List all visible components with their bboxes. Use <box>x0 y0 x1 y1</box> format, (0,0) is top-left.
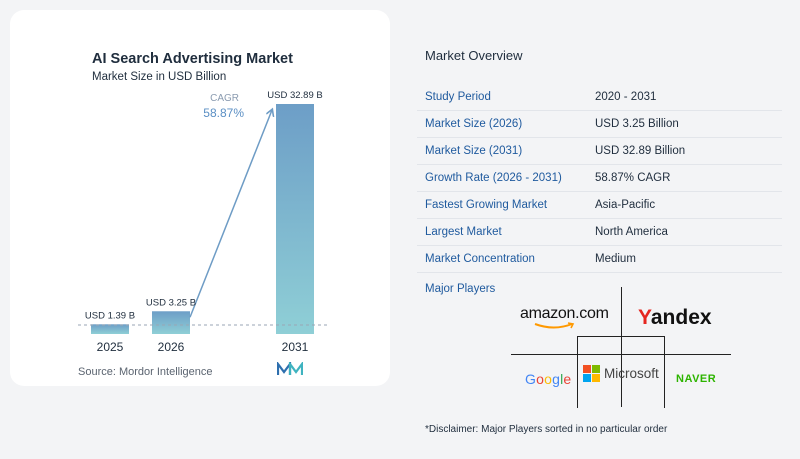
overview-row-label: Market Concentration <box>417 245 587 273</box>
overview-row: Growth Rate (2026 - 2031) 58.87% CAGR <box>417 164 782 192</box>
google-logo: Google <box>525 371 572 387</box>
overview-row: Largest Market North America <box>417 218 782 246</box>
players-divider-vertical <box>621 287 622 407</box>
cagr-arrow <box>189 110 272 318</box>
overview-row-value: USD 3.25 Billion <box>587 110 782 138</box>
chart-title: AI Search Advertising Market <box>92 51 293 67</box>
overview-row: Market Size (2026) USD 3.25 Billion <box>417 110 782 138</box>
bar-2025 <box>91 324 129 334</box>
overview-row-label: Market Size (2031) <box>417 137 587 165</box>
cagr-label: CAGR <box>210 93 239 104</box>
disclaimer-text: *Disclaimer: Major Players sorted in no … <box>425 424 668 435</box>
amazon-logo: amazon.com <box>520 305 609 329</box>
cagr-value: 58.87% <box>203 106 244 120</box>
overview-row-label: Largest Market <box>417 218 587 246</box>
data-label-2025: USD 1.39 B <box>85 310 135 321</box>
yandex-logo-y: Y <box>638 306 651 329</box>
overview-row: Market Size (2031) USD 32.89 Billion <box>417 137 782 165</box>
amazon-smile-icon <box>534 322 575 329</box>
data-label-2031: USD 32.89 B <box>267 90 322 101</box>
players-divider-horizontal <box>511 354 731 355</box>
yandex-logo: Yandex <box>638 306 712 330</box>
overview-row-label: Market Size (2026) <box>417 110 587 138</box>
overview-row: Study Period 2020 - 2031 <box>417 84 782 111</box>
overview-row: Fastest Growing Market Asia-Pacific <box>417 191 782 219</box>
overview-row-label: Study Period <box>417 84 587 111</box>
market-overview-table: Study Period 2020 - 2031 Market Size (2026… <box>417 84 782 273</box>
x-tick-2025: 2025 <box>97 340 124 354</box>
source-text: Source: Mordor Intelligence <box>78 366 213 378</box>
overview-row-value: 2020 - 2031 <box>587 84 782 111</box>
microsoft-logo-text: Microsoft <box>604 366 659 381</box>
bar-chart: CAGR 58.87% USD 1.39 B 2025 USD 3.25 B 2026… <box>78 90 328 354</box>
players-box-left <box>577 336 578 408</box>
bar-2026 <box>152 311 190 334</box>
overview-row-value: Medium <box>587 245 782 273</box>
naver-logo: NAVER <box>676 373 717 385</box>
overview-row-value: USD 32.89 Billion <box>587 137 782 165</box>
amazon-logo-text: amazon.com <box>520 305 609 322</box>
x-tick-2026: 2026 <box>158 340 185 354</box>
overview-row-label: Fastest Growing Market <box>417 191 587 219</box>
data-label-2026: USD 3.25 B <box>146 297 196 308</box>
overview-row-value: Asia-Pacific <box>587 191 782 219</box>
chart-card <box>10 10 390 386</box>
market-overview-title: Market Overview <box>425 48 523 63</box>
overview-row-value: North America <box>587 218 782 246</box>
bar-2031 <box>276 104 314 334</box>
overview-row-value: 58.87% CAGR <box>587 164 782 192</box>
overview-row-label: Growth Rate (2026 - 2031) <box>417 164 587 192</box>
x-tick-2031: 2031 <box>282 340 309 354</box>
mordor-intelligence-logo-icon <box>277 362 303 375</box>
players-box-top <box>577 336 665 337</box>
chart-subtitle: Market Size in USD Billion <box>92 71 227 83</box>
overview-row: Market Concentration Medium <box>417 245 782 273</box>
microsoft-logo: Microsoft <box>583 365 659 382</box>
major-players-label: Major Players <box>425 283 496 295</box>
yandex-logo-text: andex <box>650 306 712 329</box>
players-box-right <box>664 336 665 408</box>
microsoft-squares-icon <box>583 365 600 382</box>
